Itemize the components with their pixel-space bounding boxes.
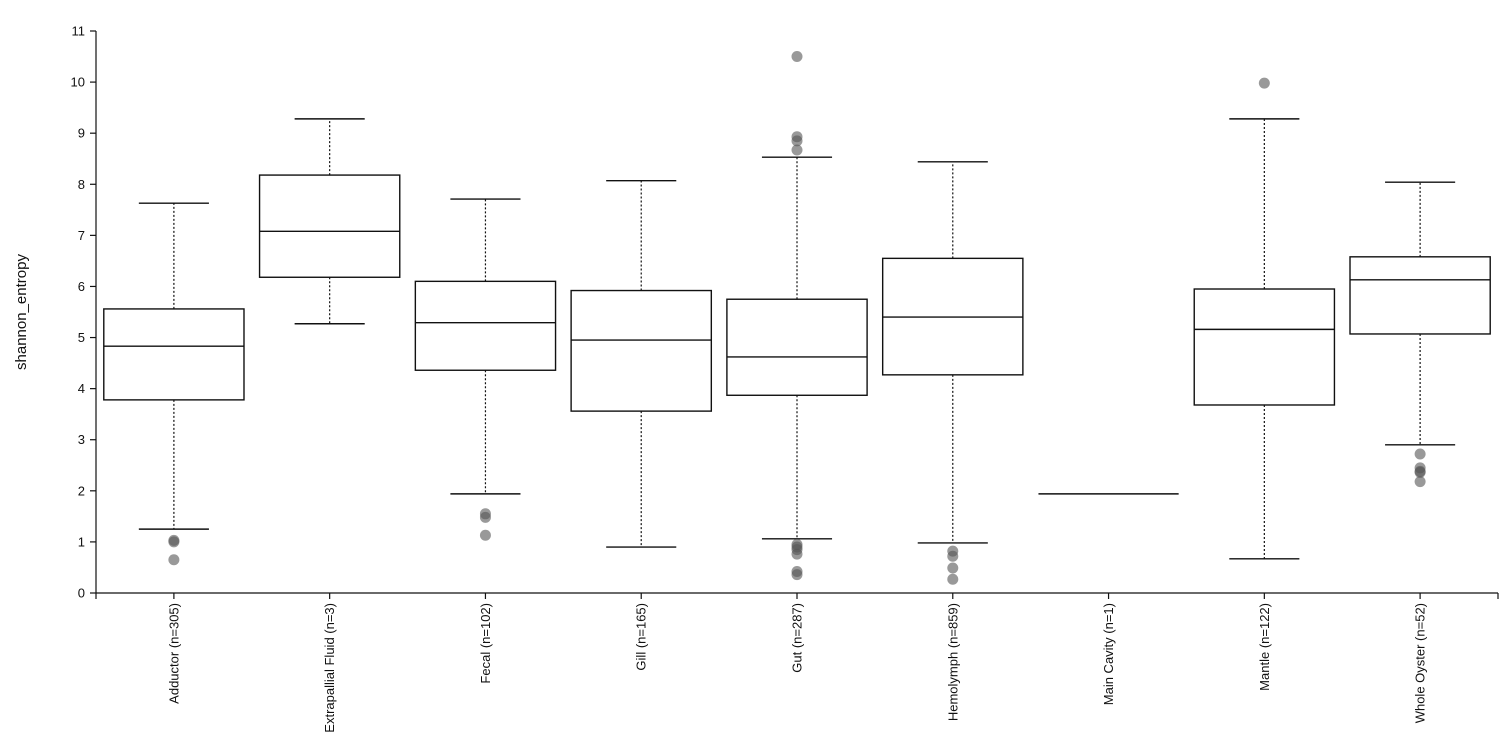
outlier-point — [791, 135, 803, 147]
box-group — [1349, 181, 1491, 488]
x-category-label: Adductor (n=305) — [166, 603, 181, 704]
x-category-label: Fecal (n=102) — [478, 603, 493, 684]
iqr-box — [570, 289, 713, 412]
y-tick-label: 11 — [72, 24, 86, 39]
boxes-layer — [103, 51, 1491, 585]
box-group — [570, 179, 713, 548]
outlier-point — [791, 569, 803, 581]
y-tick-label: 2 — [78, 483, 85, 498]
iqr-box — [414, 280, 557, 371]
x-category-label: Hemolymph (n=859) — [945, 603, 960, 721]
outlier-point — [168, 534, 180, 546]
y-axis-title: shannon_entropy — [13, 254, 30, 370]
box-group — [1193, 77, 1336, 560]
y-axis: 0 1 2 3 4 5 6 7 8 9 10 11 — [71, 24, 97, 601]
outlier-point — [479, 529, 491, 541]
x-category-label: Gut (n=287) — [790, 603, 805, 673]
box-group — [881, 161, 1024, 585]
y-tick-label: 4 — [78, 381, 85, 396]
y-tick-label: 5 — [78, 330, 85, 345]
y-tick-label: 8 — [78, 177, 85, 192]
y-tick-label: 3 — [78, 432, 85, 447]
box-group — [103, 202, 245, 566]
y-tick-label: 9 — [78, 126, 85, 141]
box-group — [726, 51, 868, 581]
y-tick-label: 6 — [78, 279, 85, 294]
outlier-point — [1414, 476, 1426, 488]
outlier-point — [791, 548, 803, 560]
outlier-point — [791, 144, 803, 156]
x-category-label: Extrapallial Fluid (n=3) — [322, 603, 337, 733]
outlier-point — [791, 51, 803, 63]
x-category-label: Mantle (n=122) — [1257, 603, 1272, 691]
outlier-point — [1414, 466, 1426, 478]
iqr-box — [103, 308, 245, 401]
outlier-point — [168, 554, 180, 566]
x-category-label: Gill (n=165) — [634, 603, 649, 671]
x-axis: Adductor (n=305) Extrapallial Fluid (n=3)… — [95, 592, 1499, 733]
x-category-label: Whole Oyster (n=52) — [1413, 603, 1428, 723]
x-category-label: Main Cavity (n=1) — [1101, 603, 1116, 705]
outlier-point — [1414, 448, 1426, 460]
iqr-box — [726, 298, 868, 396]
outlier-point — [1258, 77, 1270, 89]
outlier-point — [947, 550, 959, 562]
box-group — [414, 198, 557, 541]
outlier-point — [947, 562, 959, 574]
box-group — [258, 118, 401, 325]
outlier-point — [947, 573, 959, 585]
y-tick-label: 10 — [71, 75, 85, 90]
iqr-box — [258, 174, 401, 278]
iqr-box — [1193, 288, 1336, 406]
y-tick-label: 0 — [78, 586, 85, 601]
iqr-box — [1349, 256, 1491, 335]
y-tick-label: 7 — [78, 228, 85, 243]
outlier-point — [479, 511, 491, 523]
y-tick-label: 1 — [78, 534, 85, 549]
